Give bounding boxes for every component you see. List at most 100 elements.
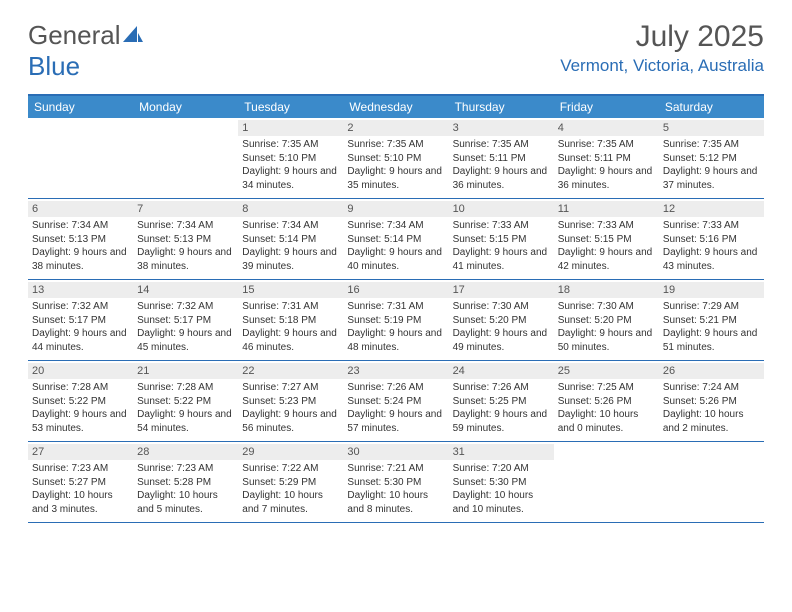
sunrise-text: Sunrise: 7:34 AM: [347, 219, 444, 233]
day-number: 16: [343, 282, 448, 298]
day-info: Sunrise: 7:35 AMSunset: 5:10 PMDaylight:…: [347, 138, 444, 192]
day-cell: 10 Sunrise: 7:33 AMSunset: 5:15 PMDayligh…: [449, 199, 554, 279]
day-info: Sunrise: 7:33 AMSunset: 5:15 PMDaylight:…: [453, 219, 550, 273]
day-number: 18: [554, 282, 659, 298]
day-info: Sunrise: 7:31 AMSunset: 5:18 PMDaylight:…: [242, 300, 339, 354]
day-cell: 22 Sunrise: 7:27 AMSunset: 5:23 PMDayligh…: [238, 361, 343, 441]
sunset-text: Sunset: 5:14 PM: [347, 233, 444, 247]
day-info: Sunrise: 7:21 AMSunset: 5:30 PMDaylight:…: [347, 462, 444, 516]
daylight-text: Daylight: 9 hours and 36 minutes.: [558, 165, 655, 192]
day-cell: 14 Sunrise: 7:32 AMSunset: 5:17 PMDayligh…: [133, 280, 238, 360]
day-number: 4: [554, 120, 659, 136]
sunset-text: Sunset: 5:17 PM: [32, 314, 129, 328]
day-info: Sunrise: 7:34 AMSunset: 5:14 PMDaylight:…: [242, 219, 339, 273]
day-info: Sunrise: 7:28 AMSunset: 5:22 PMDaylight:…: [137, 381, 234, 435]
sunset-text: Sunset: 5:12 PM: [663, 152, 760, 166]
calendar: Sunday Monday Tuesday Wednesday Thursday…: [28, 94, 764, 523]
sunrise-text: Sunrise: 7:34 AM: [32, 219, 129, 233]
day-cell: [133, 118, 238, 198]
daylight-text: Daylight: 9 hours and 50 minutes.: [558, 327, 655, 354]
sunset-text: Sunset: 5:10 PM: [242, 152, 339, 166]
sunset-text: Sunset: 5:19 PM: [347, 314, 444, 328]
day-cell: 24Sunrise: 7:26 AMSunset: 5:25 PMDayligh…: [449, 361, 554, 441]
sunset-text: Sunset: 5:25 PM: [453, 395, 550, 409]
sunset-text: Sunset: 5:15 PM: [558, 233, 655, 247]
sunset-text: Sunset: 5:28 PM: [137, 476, 234, 490]
brand-part-a: General: [28, 20, 121, 50]
sunrise-text: Sunrise: 7:29 AM: [663, 300, 760, 314]
day-cell: 8Sunrise: 7:34 AMSunset: 5:14 PMDaylight…: [238, 199, 343, 279]
day-info: Sunrise: 7:24 AMSunset: 5:26 PMDaylight:…: [663, 381, 760, 435]
day-number: 23: [343, 363, 448, 379]
day-number: 7: [133, 201, 238, 217]
day-info: Sunrise: 7:31 AMSunset: 5:19 PMDaylight:…: [347, 300, 444, 354]
page-header: GeneralBlue July 2025 Vermont, Victoria,…: [28, 20, 764, 82]
week-row: 20Sunrise: 7:28 AMSunset: 5:22 PMDayligh…: [28, 361, 764, 442]
daylight-text: Daylight: 9 hours and 38 minutes.: [137, 246, 234, 273]
sunrise-text: Sunrise: 7:31 AM: [347, 300, 444, 314]
sunrise-text: Sunrise: 7:23 AM: [32, 462, 129, 476]
daylight-text: Daylight: 9 hours and 40 minutes.: [347, 246, 444, 273]
day-info: Sunrise: 7:29 AMSunset: 5:21 PMDaylight:…: [663, 300, 760, 354]
day-info: Sunrise: 7:33 AMSunset: 5:15 PMDaylight:…: [558, 219, 655, 273]
day-info: Sunrise: 7:35 AMSunset: 5:11 PMDaylight:…: [453, 138, 550, 192]
day-number: 3: [449, 120, 554, 136]
day-info: Sunrise: 7:35 AMSunset: 5:12 PMDaylight:…: [663, 138, 760, 192]
daylight-text: Daylight: 9 hours and 49 minutes.: [453, 327, 550, 354]
day-number: 28: [133, 444, 238, 460]
sunset-text: Sunset: 5:26 PM: [558, 395, 655, 409]
daylight-text: Daylight: 10 hours and 5 minutes.: [137, 489, 234, 516]
day-cell: 31Sunrise: 7:20 AMSunset: 5:30 PMDayligh…: [449, 442, 554, 522]
daylight-text: Daylight: 9 hours and 53 minutes.: [32, 408, 129, 435]
day-info: Sunrise: 7:32 AMSunset: 5:17 PMDaylight:…: [137, 300, 234, 354]
sunset-text: Sunset: 5:18 PM: [242, 314, 339, 328]
sunset-text: Sunset: 5:29 PM: [242, 476, 339, 490]
sunset-text: Sunset: 5:30 PM: [347, 476, 444, 490]
daylight-text: Daylight: 9 hours and 35 minutes.: [347, 165, 444, 192]
sunrise-text: Sunrise: 7:30 AM: [453, 300, 550, 314]
sunset-text: Sunset: 5:22 PM: [32, 395, 129, 409]
day-info: Sunrise: 7:26 AMSunset: 5:25 PMDaylight:…: [453, 381, 550, 435]
day-number: 11: [554, 201, 659, 217]
sunrise-text: Sunrise: 7:22 AM: [242, 462, 339, 476]
sunrise-text: Sunrise: 7:32 AM: [137, 300, 234, 314]
sunrise-text: Sunrise: 7:26 AM: [453, 381, 550, 395]
day-cell: 23Sunrise: 7:26 AMSunset: 5:24 PMDayligh…: [343, 361, 448, 441]
sunset-text: Sunset: 5:11 PM: [558, 152, 655, 166]
day-info: Sunrise: 7:34 AMSunset: 5:13 PMDaylight:…: [32, 219, 129, 273]
sunset-text: Sunset: 5:21 PM: [663, 314, 760, 328]
month-title: July 2025: [560, 20, 764, 54]
day-info: Sunrise: 7:32 AMSunset: 5:17 PMDaylight:…: [32, 300, 129, 354]
sunrise-text: Sunrise: 7:35 AM: [558, 138, 655, 152]
day-cell: 3 Sunrise: 7:35 AMSunset: 5:11 PMDaylight…: [449, 118, 554, 198]
day-number: 2: [343, 120, 448, 136]
day-cell: 21Sunrise: 7:28 AMSunset: 5:22 PMDayligh…: [133, 361, 238, 441]
day-cell: 26Sunrise: 7:24 AMSunset: 5:26 PMDayligh…: [659, 361, 764, 441]
day-number: 19: [659, 282, 764, 298]
day-info: Sunrise: 7:27 AMSunset: 5:23 PMDaylight:…: [242, 381, 339, 435]
sunset-text: Sunset: 5:13 PM: [137, 233, 234, 247]
day-header-cell: Saturday: [659, 96, 764, 118]
day-cell: 27Sunrise: 7:23 AMSunset: 5:27 PMDayligh…: [28, 442, 133, 522]
day-number: 5: [659, 120, 764, 136]
sunset-text: Sunset: 5:14 PM: [242, 233, 339, 247]
day-number: 1: [238, 120, 343, 136]
day-number: 22: [238, 363, 343, 379]
sunset-text: Sunset: 5:23 PM: [242, 395, 339, 409]
day-cell: 29Sunrise: 7:22 AMSunset: 5:29 PMDayligh…: [238, 442, 343, 522]
sunset-text: Sunset: 5:16 PM: [663, 233, 760, 247]
day-number: 14: [133, 282, 238, 298]
day-header-cell: Tuesday: [238, 96, 343, 118]
daylight-text: Daylight: 9 hours and 41 minutes.: [453, 246, 550, 273]
day-number: 6: [28, 201, 133, 217]
daylight-text: Daylight: 9 hours and 54 minutes.: [137, 408, 234, 435]
daylight-text: Daylight: 10 hours and 10 minutes.: [453, 489, 550, 516]
week-row: 13Sunrise: 7:32 AMSunset: 5:17 PMDayligh…: [28, 280, 764, 361]
daylight-text: Daylight: 10 hours and 2 minutes.: [663, 408, 760, 435]
day-cell: 1Sunrise: 7:35 AMSunset: 5:10 PMDaylight…: [238, 118, 343, 198]
sunrise-text: Sunrise: 7:33 AM: [558, 219, 655, 233]
day-number: 10: [449, 201, 554, 217]
sunset-text: Sunset: 5:20 PM: [453, 314, 550, 328]
day-cell: 17Sunrise: 7:30 AMSunset: 5:20 PMDayligh…: [449, 280, 554, 360]
day-number: 12: [659, 201, 764, 217]
